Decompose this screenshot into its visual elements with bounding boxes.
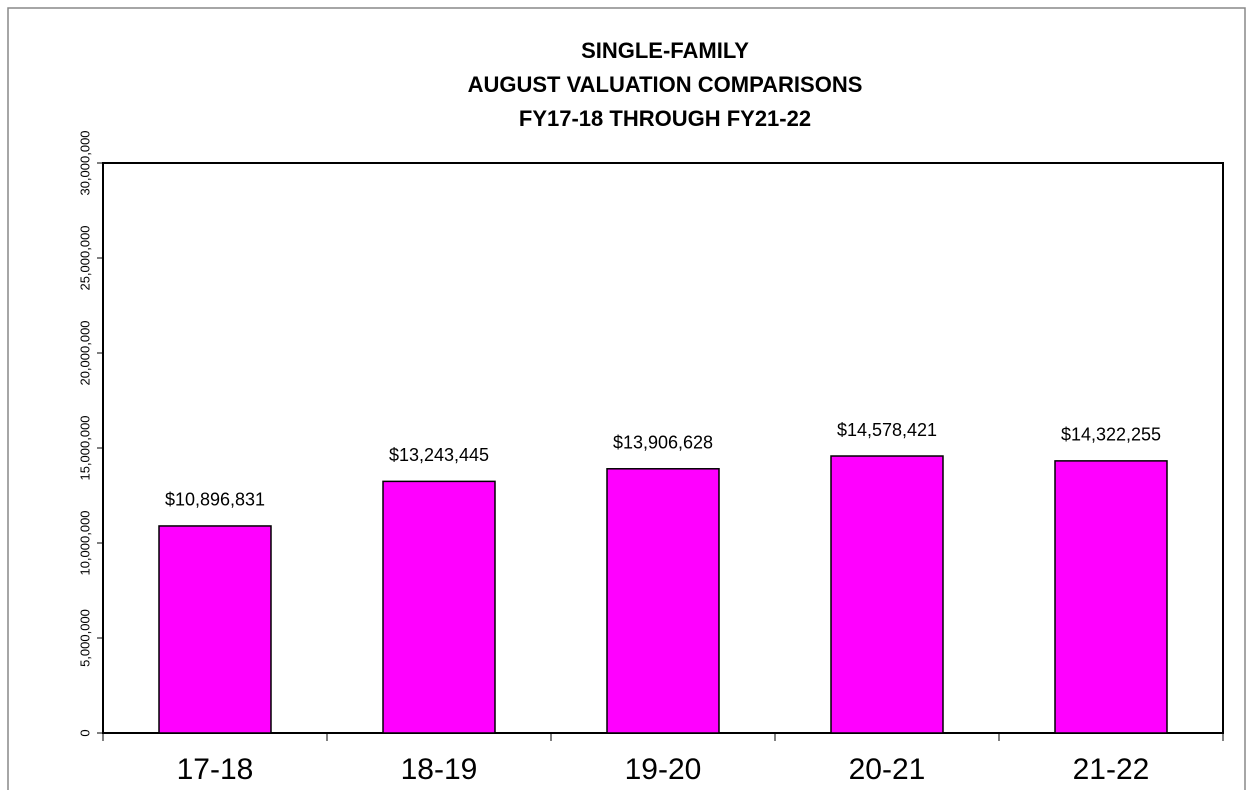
chart-title: SINGLE-FAMILY xyxy=(581,38,749,63)
bar xyxy=(1054,460,1168,734)
x-tick-label: 21-22 xyxy=(1073,753,1150,786)
frame xyxy=(7,7,1246,790)
value-label: $10,896,831 xyxy=(165,490,265,510)
chart-title: AUGUST VALUATION COMPARISONS xyxy=(468,72,863,97)
value-label: $14,322,255 xyxy=(1061,425,1161,445)
y-tick-label: 0 xyxy=(77,729,92,736)
y-tick-label: 5,000,000 xyxy=(77,609,92,667)
value-label: $13,243,445 xyxy=(389,445,489,465)
y-tick-label: 30,000,000 xyxy=(77,130,92,195)
x-tick-label: 19-20 xyxy=(625,753,702,786)
bar xyxy=(830,455,944,734)
bar xyxy=(606,468,720,734)
y-tick-label: 25,000,000 xyxy=(77,225,92,290)
value-label: $14,578,421 xyxy=(837,420,937,440)
bar xyxy=(382,480,496,734)
chart-title: FY17-18 THROUGH FY21-22 xyxy=(519,106,811,131)
x-tick-label: 20-21 xyxy=(849,753,926,786)
bar xyxy=(158,525,272,734)
value-label: $13,906,628 xyxy=(613,433,713,453)
x-tick-label: 18-19 xyxy=(401,753,478,786)
y-tick-label: 15,000,000 xyxy=(77,415,92,480)
y-tick-label: 20,000,000 xyxy=(77,320,92,385)
x-tick-label: 17-18 xyxy=(177,753,254,786)
y-tick-label: 10,000,000 xyxy=(77,510,92,575)
